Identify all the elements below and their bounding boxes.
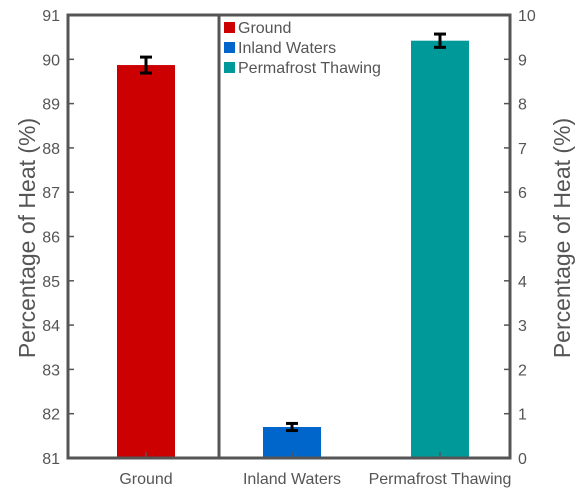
y-right-tick-label: 0	[518, 451, 527, 468]
x-tick-label: Permafrost Thawing	[369, 471, 512, 488]
y-right-tick-label: 3	[518, 318, 527, 335]
legend-item-ground: Ground	[224, 20, 291, 37]
legend-item-permafrost-thawing: Permafrost Thawing	[224, 60, 381, 77]
y-left-tick-label: 85	[42, 274, 60, 291]
bar-ground	[117, 65, 175, 459]
y-axis-label-left: Percentage of Heat (%)	[14, 118, 40, 358]
error-bar-ground	[140, 55, 152, 75]
legend-label: Permafrost Thawing	[238, 60, 381, 77]
bar-permafrost-thawing	[411, 40, 469, 458]
bars-layer	[117, 40, 469, 459]
legend-item-inland-waters: Inland Waters	[224, 40, 336, 57]
y-left-tick-label: 87	[42, 185, 60, 202]
error-bar-permafrost-thawing	[434, 32, 446, 49]
ticks-layer: 8182838485868788899091012345678910Ground…	[42, 8, 536, 488]
y-left-tick-label: 86	[42, 230, 60, 247]
y-axis-label-right: Percentage of Heat (%)	[549, 118, 575, 358]
legend-label: Ground	[238, 20, 291, 37]
legend-swatch	[224, 42, 235, 53]
y-right-tick-label: 8	[518, 97, 527, 114]
y-right-tick-label: 4	[518, 274, 527, 291]
error-bar-inland-waters	[286, 421, 298, 433]
legend-swatch	[224, 62, 235, 73]
legend: Ground Inland Waters Permafrost Thawing	[224, 20, 381, 77]
y-right-tick-label: 6	[518, 185, 527, 202]
y-right-tick-label: 10	[518, 8, 536, 25]
y-left-tick-label: 89	[42, 97, 60, 114]
y-right-tick-label: 7	[518, 141, 527, 158]
y-right-tick-label: 5	[518, 230, 527, 247]
y-left-tick-label: 84	[42, 318, 60, 335]
y-right-tick-label: 1	[518, 407, 527, 424]
y-left-tick-label: 83	[42, 362, 60, 379]
y-right-tick-label: 9	[518, 52, 527, 69]
error-bars-layer	[140, 32, 446, 433]
y-right-tick-label: 2	[518, 362, 527, 379]
legend-label: Inland Waters	[238, 40, 336, 57]
y-left-tick-label: 90	[42, 52, 60, 69]
y-left-tick-label: 82	[42, 407, 60, 424]
y-left-tick-label: 91	[42, 8, 60, 25]
y-left-tick-label: 81	[42, 451, 60, 468]
x-tick-label: Ground	[119, 471, 172, 488]
legend-swatch	[224, 22, 235, 33]
x-tick-label: Inland Waters	[243, 471, 341, 488]
y-left-tick-label: 88	[42, 141, 60, 158]
